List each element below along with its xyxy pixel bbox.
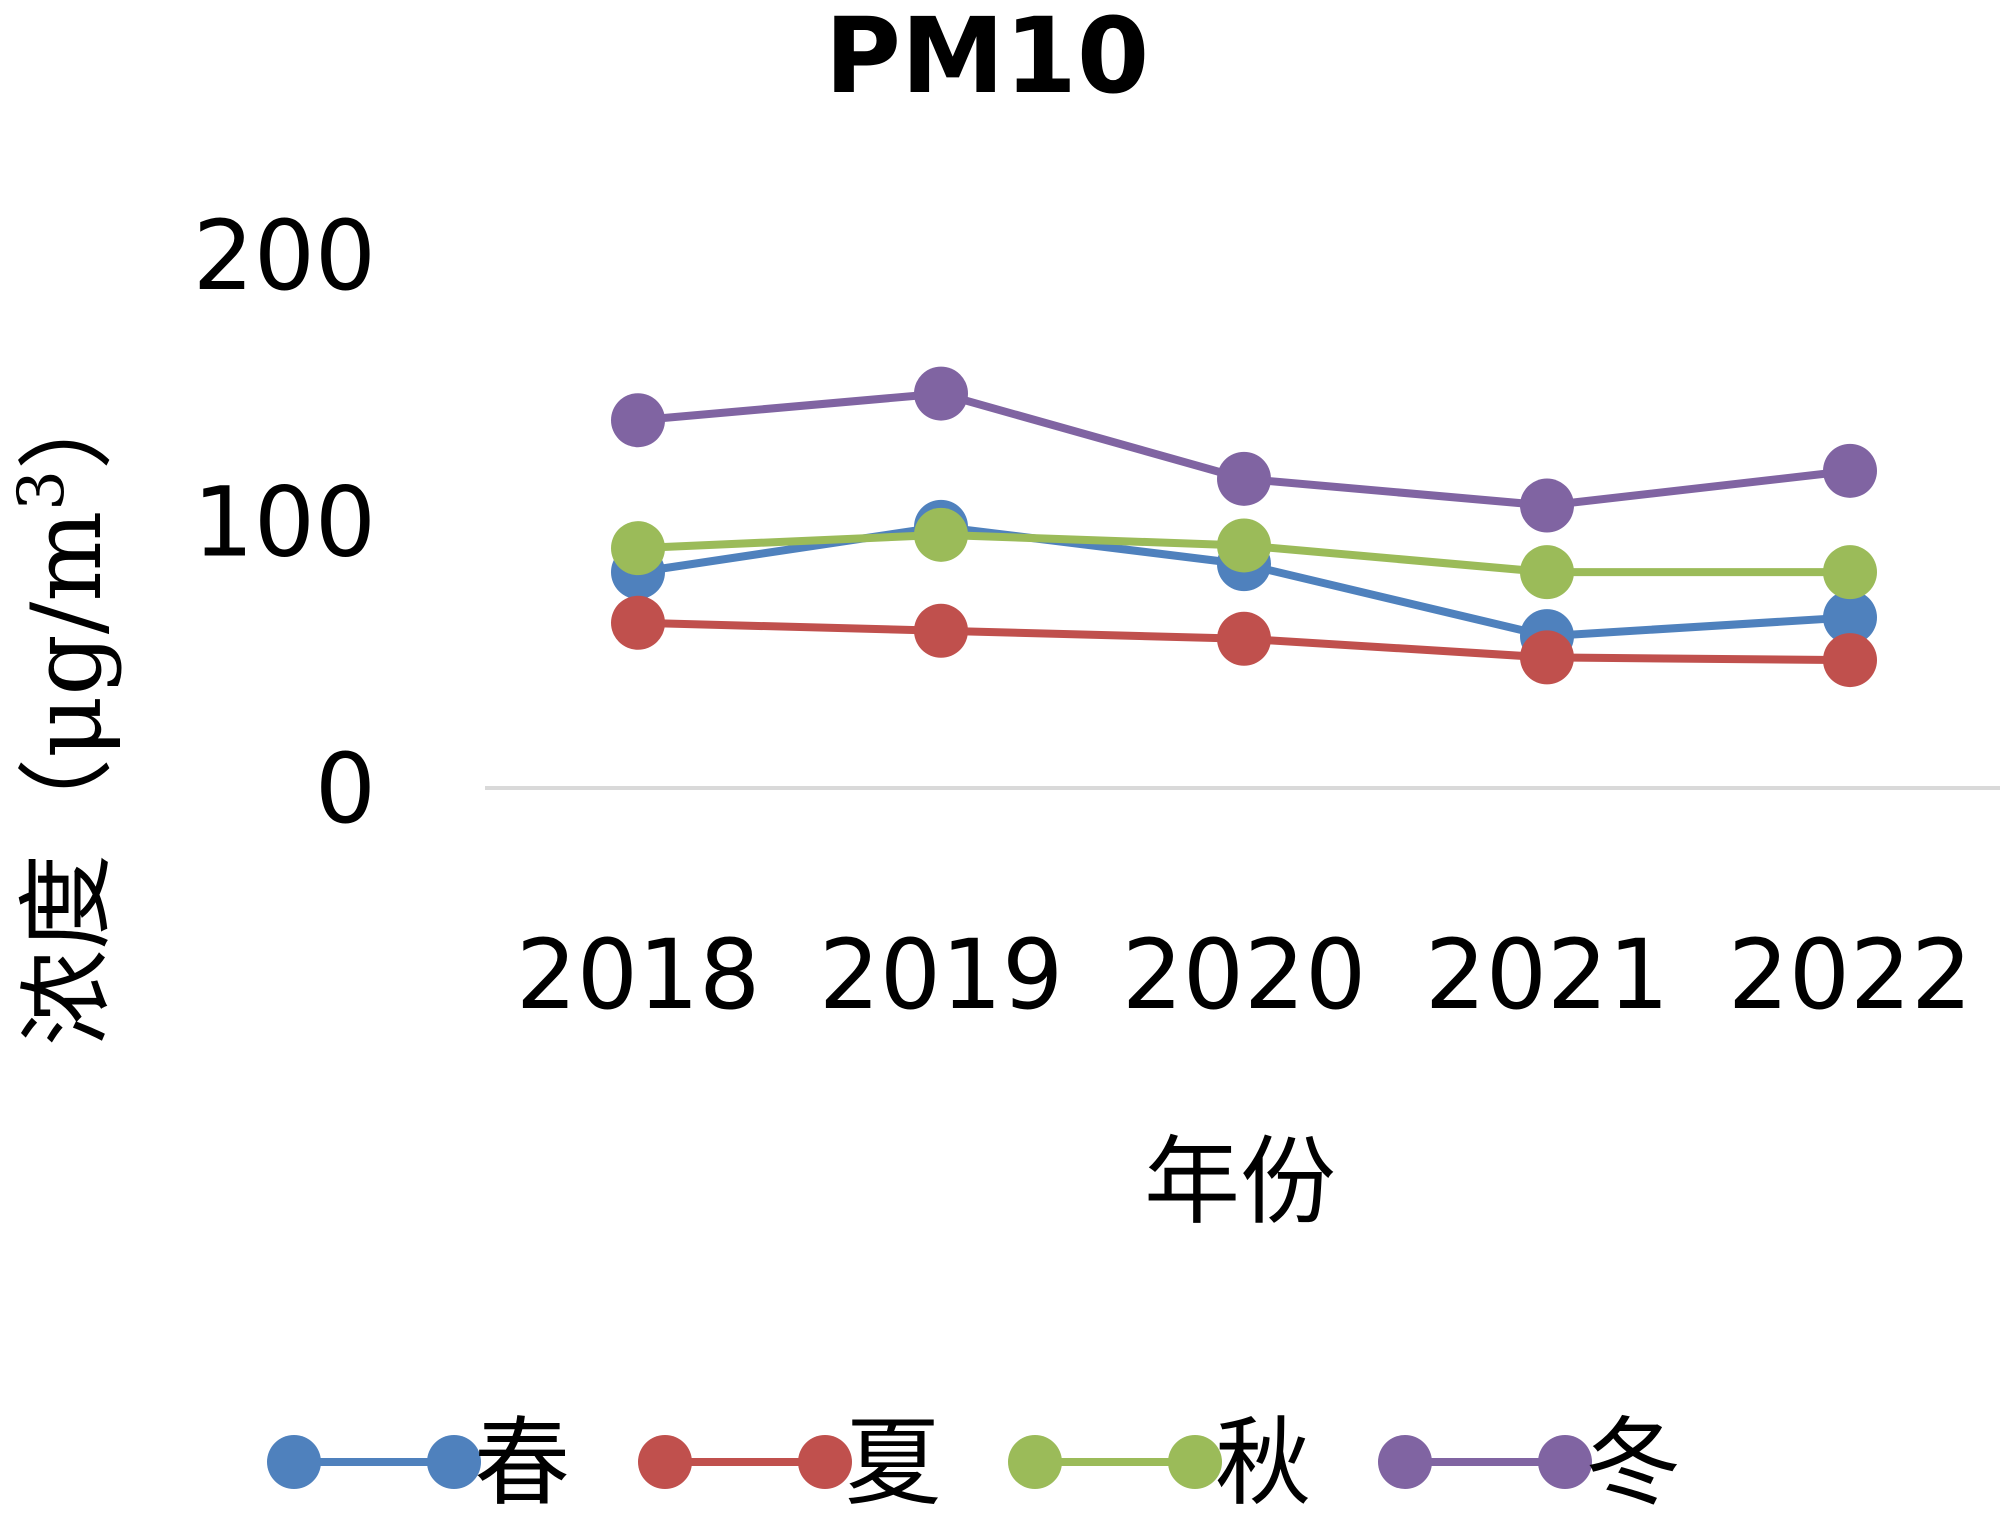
legend-label: 冬 [1585,1407,1681,1514]
y-axis-tick-labels: 0 100 200 [193,200,376,845]
data-point [1217,611,1271,666]
data-point [1520,630,1574,685]
data-point [1823,633,1877,688]
data-point [1520,478,1574,533]
x-tick-label: 2021 [1425,919,1669,1031]
legend-item: 春 [267,1407,570,1514]
legend-swatch-marker [798,1435,852,1489]
series-冬 [611,366,1877,533]
legend-label: 夏 [845,1407,941,1514]
y-axis-title: 浓度（μg/m3） [5,374,123,1046]
data-point [914,603,968,658]
data-point [1823,545,1877,600]
y-axis-title-close: ） [11,374,123,470]
legend-label: 秋 [1215,1407,1311,1514]
data-point [914,507,968,562]
y-tick-label: 0 [315,733,376,845]
data-point [611,393,665,448]
legend-swatch-marker [1378,1435,1432,1489]
legend-swatch-marker [427,1435,481,1489]
data-point [611,595,665,650]
y-axis-title-superscript: 3 [5,470,79,511]
series-夏 [611,595,1877,688]
x-axis-tick-labels: 2018 2019 2020 2021 2022 [516,919,1972,1031]
data-point [914,366,968,421]
legend-swatch-marker [1008,1435,1062,1489]
legend-item: 夏 [638,1407,941,1514]
data-point [1823,590,1877,645]
data-point [1217,518,1271,573]
legend-item: 冬 [1378,1407,1681,1514]
data-point [1823,443,1877,498]
x-axis-title: 年份 [1144,1126,1336,1238]
series-group [611,366,1877,688]
y-axis-title-main: 浓度（μg/m [11,511,123,1046]
y-tick-label: 100 [193,467,376,579]
series-秋 [611,507,1877,600]
data-point [1520,545,1574,600]
data-point [611,521,665,576]
legend-swatch-marker [267,1435,321,1489]
legend: 春夏秋冬 [267,1407,1681,1514]
legend-swatch-marker [1168,1435,1222,1489]
x-tick-label: 2022 [1728,919,1972,1031]
legend-swatch-marker [1538,1435,1592,1489]
legend-item: 秋 [1008,1407,1311,1514]
x-tick-label: 2019 [819,919,1063,1031]
x-tick-label: 2020 [1122,919,1366,1031]
x-tick-label: 2018 [516,919,760,1031]
data-point [1217,451,1271,506]
legend-swatch-marker [638,1435,692,1489]
y-tick-label: 200 [193,200,376,312]
chart-title: PM10 [825,0,1149,117]
legend-label: 春 [474,1407,570,1514]
